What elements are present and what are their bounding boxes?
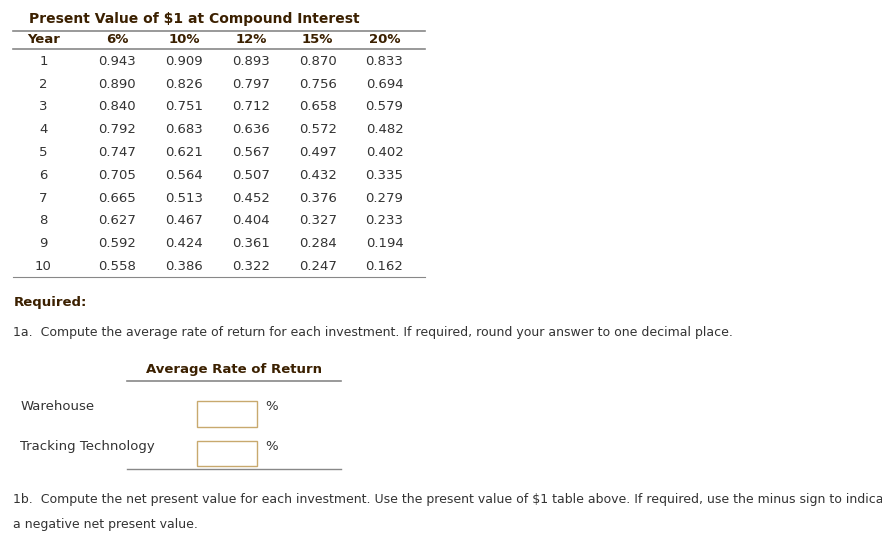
Text: 0.943: 0.943 — [98, 55, 136, 68]
Text: 0.893: 0.893 — [232, 55, 270, 68]
Text: 0.376: 0.376 — [299, 192, 337, 204]
Text: 7: 7 — [39, 192, 48, 204]
Text: 0.404: 0.404 — [232, 214, 270, 227]
Text: 0.694: 0.694 — [366, 77, 403, 91]
Text: 0.497: 0.497 — [299, 146, 337, 159]
Text: 3: 3 — [39, 101, 48, 114]
Text: 10%: 10% — [168, 33, 199, 46]
Text: 0.279: 0.279 — [366, 192, 403, 204]
Text: a negative net present value.: a negative net present value. — [13, 518, 198, 531]
Text: 1: 1 — [39, 55, 48, 68]
Text: 0.567: 0.567 — [232, 146, 270, 159]
Text: 0.452: 0.452 — [232, 192, 270, 204]
Text: Average Rate of Return: Average Rate of Return — [146, 363, 322, 376]
Text: 0.747: 0.747 — [98, 146, 136, 159]
Text: 0.513: 0.513 — [165, 192, 203, 204]
Text: 0.284: 0.284 — [299, 237, 337, 250]
Text: 0.327: 0.327 — [299, 214, 337, 227]
FancyBboxPatch shape — [198, 441, 258, 466]
Text: 0.756: 0.756 — [299, 77, 337, 91]
Text: %: % — [265, 440, 278, 452]
Text: 9: 9 — [40, 237, 48, 250]
Text: 10: 10 — [35, 260, 52, 273]
Text: 0.658: 0.658 — [299, 101, 337, 114]
Text: 0.792: 0.792 — [98, 123, 136, 136]
Text: 0.572: 0.572 — [299, 123, 337, 136]
Text: 0.621: 0.621 — [165, 146, 203, 159]
Text: 6%: 6% — [106, 33, 128, 46]
Text: 12%: 12% — [235, 33, 266, 46]
Text: 0.797: 0.797 — [232, 77, 270, 91]
Text: 0.564: 0.564 — [165, 169, 203, 182]
Text: 15%: 15% — [302, 33, 333, 46]
Text: 1b.  Compute the net present value for each investment. Use the present value of: 1b. Compute the net present value for ea… — [13, 492, 882, 506]
Text: 6: 6 — [40, 169, 48, 182]
Text: 0.683: 0.683 — [165, 123, 203, 136]
Text: 0.507: 0.507 — [232, 169, 270, 182]
Text: 8: 8 — [40, 214, 48, 227]
Text: 0.322: 0.322 — [232, 260, 270, 273]
Text: Warehouse: Warehouse — [20, 400, 94, 413]
Text: Year: Year — [27, 33, 60, 46]
Text: Required:: Required: — [13, 296, 86, 309]
Text: 0.194: 0.194 — [366, 237, 403, 250]
Text: 0.402: 0.402 — [366, 146, 403, 159]
Text: 0.482: 0.482 — [366, 123, 403, 136]
Text: 4: 4 — [40, 123, 48, 136]
Text: 0.432: 0.432 — [299, 169, 337, 182]
Text: 20%: 20% — [369, 33, 400, 46]
Text: 0.162: 0.162 — [366, 260, 403, 273]
Text: 0.712: 0.712 — [232, 101, 270, 114]
Text: 0.705: 0.705 — [98, 169, 136, 182]
Text: 0.909: 0.909 — [165, 55, 203, 68]
Text: 0.840: 0.840 — [98, 101, 136, 114]
Text: 0.592: 0.592 — [98, 237, 136, 250]
Text: Present Value of $1 at Compound Interest: Present Value of $1 at Compound Interest — [28, 12, 359, 26]
Text: 0.335: 0.335 — [365, 169, 404, 182]
Text: 0.247: 0.247 — [299, 260, 337, 273]
Text: 0.467: 0.467 — [165, 214, 203, 227]
Text: 0.636: 0.636 — [232, 123, 270, 136]
Text: Tracking Technology: Tracking Technology — [20, 440, 155, 452]
Text: 0.558: 0.558 — [98, 260, 136, 273]
Text: 0.833: 0.833 — [366, 55, 403, 68]
Text: 0.579: 0.579 — [366, 101, 403, 114]
Text: 0.870: 0.870 — [299, 55, 337, 68]
Text: 0.233: 0.233 — [365, 214, 404, 227]
Text: %: % — [265, 400, 278, 413]
Text: 0.665: 0.665 — [98, 192, 136, 204]
Text: 2: 2 — [39, 77, 48, 91]
Text: 5: 5 — [39, 146, 48, 159]
Text: 0.751: 0.751 — [165, 101, 203, 114]
FancyBboxPatch shape — [198, 401, 258, 427]
Text: 0.386: 0.386 — [165, 260, 203, 273]
Text: 0.627: 0.627 — [98, 214, 136, 227]
Text: 0.424: 0.424 — [165, 237, 203, 250]
Text: 0.361: 0.361 — [232, 237, 270, 250]
Text: 0.826: 0.826 — [165, 77, 203, 91]
Text: 0.890: 0.890 — [98, 77, 136, 91]
Text: 1a.  Compute the average rate of return for each investment. If required, round : 1a. Compute the average rate of return f… — [13, 325, 733, 339]
